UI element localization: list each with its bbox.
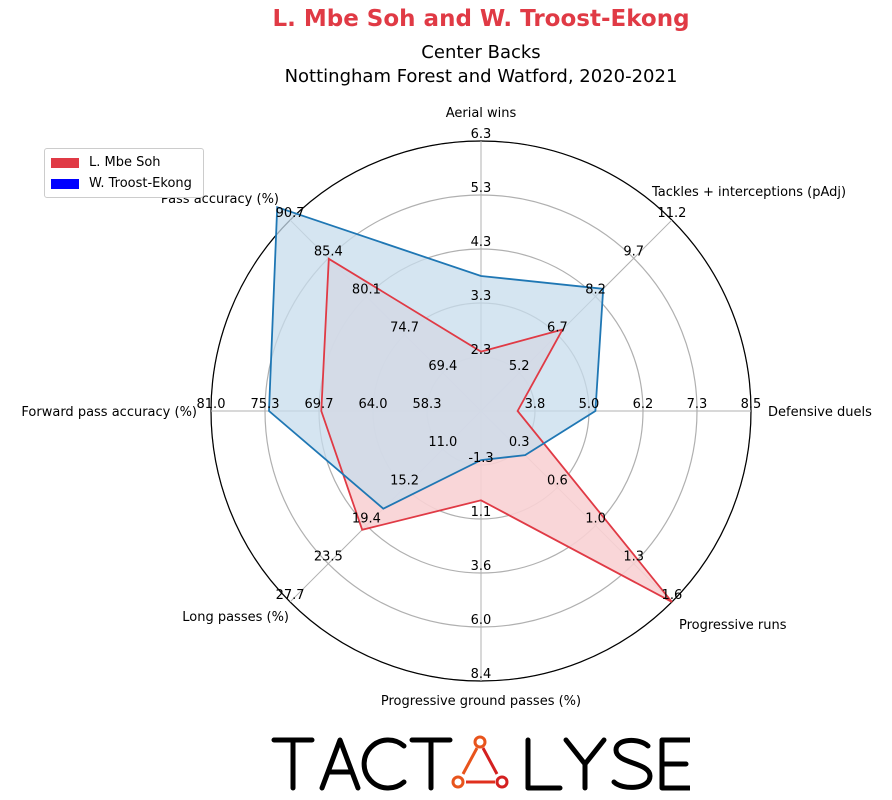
series-area-1 [269, 207, 604, 509]
axis-label-3: Progressive runs [679, 618, 787, 633]
axis-label-2: Defensive duels [768, 405, 872, 420]
tick-label-3-0: 0.3 [509, 435, 530, 450]
tick-label-1-0: 5.2 [509, 359, 530, 374]
series-line-1 [268, 205, 605, 510]
tick-label-2-1: 5.0 [579, 397, 600, 412]
tick-label-6-1: 64.0 [359, 397, 388, 412]
series-line-0 [320, 257, 673, 603]
tick-label-0-2: 4.3 [471, 235, 492, 250]
axis-label-5: Long passes (%) [182, 610, 289, 625]
tick-label-7-0: 69.4 [428, 359, 457, 374]
tick-label-0-0: 2.3 [471, 343, 492, 358]
chart-subtitle-teams: Nottingham Forest and Watford, 2020-2021 [284, 66, 678, 87]
legend-label-player1: L. Mbe Soh [89, 155, 161, 170]
tick-label-5-4: 27.7 [276, 588, 305, 603]
tick-label-3-2: 1.0 [585, 512, 606, 527]
tick-label-6-4: 81.0 [197, 397, 226, 412]
chart-legend: L. Mbe Soh W. Troost-Ekong [44, 148, 204, 198]
legend-swatch-player2 [51, 178, 79, 189]
tick-label-4-1: 1.1 [471, 505, 492, 520]
chart-title: L. Mbe Soh and W. Troost-Ekong [272, 6, 690, 32]
tick-label-3-3: 1.3 [623, 550, 644, 565]
tick-label-7-3: 85.4 [314, 244, 343, 259]
tactalyse-logo [270, 734, 693, 798]
chart-subtitle-position: Center Backs [421, 42, 541, 63]
legend-swatch-player1 [51, 157, 79, 168]
tick-label-4-0: -1.3 [468, 451, 493, 466]
tick-label-6-0: 58.3 [413, 397, 442, 412]
tick-label-4-4: 8.4 [471, 667, 492, 682]
tick-label-5-3: 23.5 [314, 550, 343, 565]
axis-label-4: Progressive ground passes (%) [381, 694, 581, 709]
tick-label-0-1: 3.3 [471, 289, 492, 304]
tick-label-1-1: 6.7 [547, 321, 568, 336]
axis-label-0: Aerial wins [446, 106, 517, 121]
tick-label-5-2: 19.4 [352, 512, 381, 527]
tick-label-7-2: 80.1 [352, 282, 381, 297]
radar-chart: 2.3 3.3 4.3 5.3 6.3 5.2 6.7 8.2 9.7 11.2 3.8 5.0 6.2… [21, 106, 872, 709]
axis-label-1: Tackles + interceptions (pAdj) [651, 185, 846, 200]
tick-label-1-2: 8.2 [585, 282, 606, 297]
axis-label-6: Forward pass accuracy (%) [21, 405, 197, 420]
tick-label-4-2: 3.6 [471, 559, 492, 574]
legend-label-player2: W. Troost-Ekong [89, 176, 192, 191]
tick-label-6-2: 69.7 [305, 397, 334, 412]
legend-entry-player2: W. Troost-Ekong [51, 173, 197, 194]
tick-label-7-4: 90.7 [276, 206, 305, 221]
tick-label-2-4: 8.5 [741, 397, 762, 412]
tick-label-5-1: 15.2 [390, 473, 419, 488]
tick-label-1-4: 11.2 [657, 206, 686, 221]
tick-label-0-3: 5.3 [471, 181, 492, 196]
tick-label-2-3: 7.3 [687, 397, 708, 412]
tick-label-3-4: 1.6 [662, 588, 683, 603]
legend-entry-player1: L. Mbe Soh [51, 152, 197, 173]
tick-label-6-3: 75.3 [251, 397, 280, 412]
tick-label-1-3: 9.7 [623, 244, 644, 259]
tick-label-2-2: 6.2 [633, 397, 654, 412]
tick-label-4-3: 6.0 [471, 613, 492, 628]
tick-label-2-0: 3.8 [525, 397, 546, 412]
tick-label-3-1: 0.6 [547, 473, 568, 488]
tick-label-0-4: 6.3 [471, 127, 492, 142]
tick-label-7-1: 74.7 [390, 321, 419, 336]
tick-label-5-0: 11.0 [428, 435, 457, 450]
